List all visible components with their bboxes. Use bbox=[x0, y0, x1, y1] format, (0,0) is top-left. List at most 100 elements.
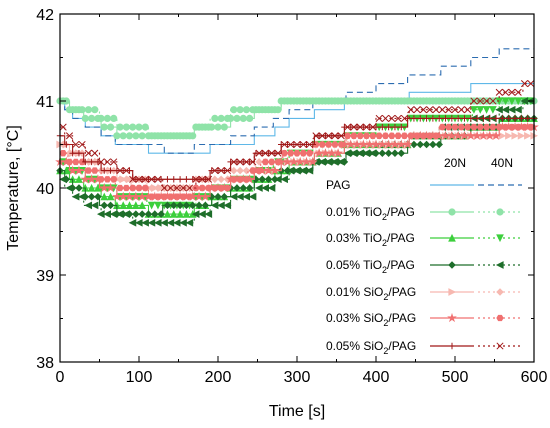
data-point bbox=[163, 201, 172, 210]
data-point bbox=[204, 210, 213, 218]
data-point bbox=[154, 193, 162, 200]
data-point bbox=[499, 115, 506, 122]
data-point bbox=[103, 114, 112, 123]
data-point bbox=[204, 184, 213, 192]
legend-header-20n: 20N bbox=[444, 156, 466, 170]
data-point bbox=[473, 115, 481, 122]
data-point bbox=[306, 97, 314, 105]
data-point bbox=[379, 123, 386, 131]
data-point bbox=[463, 123, 472, 131]
data-point bbox=[147, 201, 156, 210]
data-point bbox=[116, 175, 124, 184]
data-point bbox=[356, 132, 364, 139]
data-point bbox=[482, 123, 491, 131]
data-point bbox=[166, 193, 175, 200]
data-point bbox=[164, 176, 171, 183]
data-point bbox=[192, 175, 200, 183]
data-point bbox=[517, 131, 526, 140]
data-point bbox=[508, 123, 516, 131]
legend-label: 0.03% TiO2/PAG bbox=[326, 231, 415, 248]
data-point bbox=[97, 114, 105, 123]
legend-label-sub: 2 bbox=[382, 212, 387, 222]
data-point bbox=[176, 201, 184, 210]
data-point bbox=[307, 156, 318, 167]
data-point bbox=[520, 80, 529, 88]
data-point bbox=[169, 210, 178, 218]
data-point bbox=[154, 132, 162, 140]
data-point bbox=[91, 149, 99, 157]
data-point bbox=[261, 149, 269, 157]
data-point bbox=[419, 106, 427, 114]
data-point bbox=[394, 114, 402, 122]
data-point bbox=[154, 201, 162, 210]
data-point bbox=[438, 123, 447, 131]
data-point bbox=[413, 132, 421, 139]
data-point bbox=[138, 201, 147, 210]
data-point bbox=[255, 106, 263, 114]
data-point bbox=[97, 158, 105, 166]
data-point bbox=[410, 140, 418, 149]
data-point bbox=[407, 106, 415, 114]
data-point bbox=[230, 176, 238, 183]
data-point bbox=[65, 106, 74, 114]
data-point bbox=[242, 176, 251, 183]
data-point bbox=[267, 184, 276, 192]
data-point bbox=[343, 132, 352, 139]
data-point bbox=[170, 176, 177, 183]
data-point bbox=[94, 158, 102, 166]
data-point bbox=[454, 115, 462, 122]
data-point bbox=[486, 115, 493, 122]
data-point bbox=[368, 149, 377, 158]
data-point bbox=[337, 97, 345, 105]
data-point bbox=[135, 184, 143, 192]
legend-label-base: 0.03% TiO bbox=[326, 231, 382, 245]
data-point bbox=[217, 167, 225, 175]
data-point bbox=[198, 184, 206, 192]
data-point bbox=[337, 132, 345, 140]
data-point bbox=[211, 175, 219, 184]
data-point bbox=[119, 132, 127, 140]
data-point bbox=[511, 131, 520, 140]
data-point bbox=[183, 176, 190, 183]
legend-label-base: 0.01% SiO bbox=[326, 285, 383, 299]
data-point bbox=[324, 97, 333, 105]
data-point bbox=[195, 201, 203, 210]
legend-label-base: 0.03% SiO bbox=[326, 311, 383, 325]
data-point bbox=[426, 132, 434, 139]
data-point bbox=[274, 106, 282, 114]
data-point bbox=[84, 149, 92, 157]
data-point bbox=[489, 106, 497, 114]
ticks-layer: 0 100 200 300 400 500 600 38 39 40 41 42 bbox=[36, 7, 547, 386]
data-point bbox=[242, 158, 250, 166]
data-point bbox=[132, 210, 140, 218]
data-point bbox=[501, 123, 510, 131]
data-point bbox=[249, 158, 257, 166]
data-point bbox=[249, 106, 257, 114]
data-point bbox=[482, 106, 491, 114]
y-tick-label: 41 bbox=[36, 94, 54, 111]
data-point bbox=[451, 106, 459, 114]
legend-swatch-marker bbox=[496, 342, 504, 350]
legend-swatch-marker bbox=[448, 288, 457, 296]
legend-entry-3: 0.05% TiO2/PAG bbox=[326, 258, 522, 275]
series-0-20N bbox=[60, 83, 534, 154]
data-point bbox=[129, 184, 137, 192]
data-point bbox=[81, 114, 89, 123]
data-point bbox=[413, 106, 421, 114]
data-point bbox=[391, 149, 399, 157]
data-point bbox=[239, 114, 247, 123]
data-point bbox=[495, 123, 503, 131]
data-point bbox=[220, 192, 229, 201]
data-point bbox=[518, 115, 525, 122]
data-point bbox=[163, 210, 172, 218]
data-point bbox=[378, 149, 387, 157]
data-point bbox=[261, 158, 270, 166]
data-point bbox=[489, 97, 497, 105]
data-point bbox=[236, 166, 244, 175]
data-point bbox=[157, 210, 165, 218]
data-point bbox=[233, 184, 241, 192]
data-point bbox=[179, 193, 187, 200]
data-point bbox=[451, 123, 459, 131]
